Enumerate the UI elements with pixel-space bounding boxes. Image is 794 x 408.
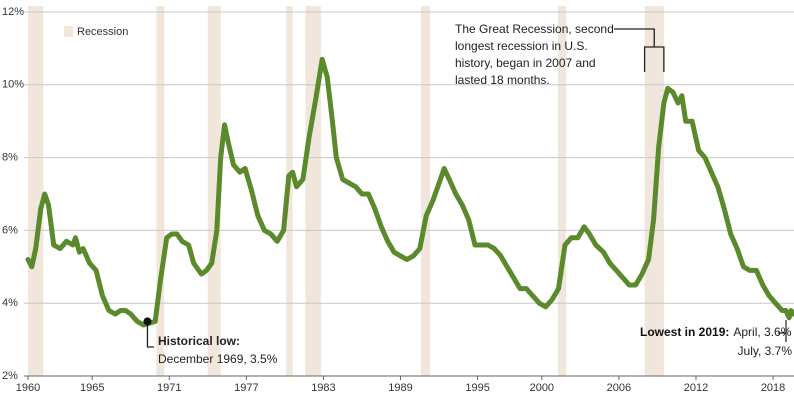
annotation-text: longest recession in U.S. xyxy=(455,39,588,53)
y-tick-label: 10% xyxy=(2,79,24,91)
annotation-text: history, began in 2007 and xyxy=(455,56,596,70)
recession-band xyxy=(27,6,44,376)
legend-label: Recession xyxy=(77,26,128,38)
annotation-bracket xyxy=(614,28,665,72)
recession-band xyxy=(421,6,431,376)
y-tick-label: 6% xyxy=(2,224,18,236)
annotation-text: lasted 18 months. xyxy=(455,73,550,87)
recession-band xyxy=(557,6,567,376)
annotation-bracket xyxy=(778,320,787,342)
x-tick-label: 1965 xyxy=(80,382,104,394)
low-marker xyxy=(143,317,152,326)
annotation-line: Lowest in 2019: April, 3.6% xyxy=(640,325,792,339)
x-tick-label: 1960 xyxy=(16,382,40,394)
x-tick-label: 1995 xyxy=(465,382,489,394)
y-tick-label: 8% xyxy=(2,152,18,164)
x-tick-label: 1983 xyxy=(311,382,335,394)
recession-band xyxy=(156,6,165,376)
annotation-text: December 1969, 3.5% xyxy=(158,352,278,366)
y-tick-label: 12% xyxy=(2,6,24,18)
recession-band xyxy=(305,6,321,376)
x-tick-label: 2000 xyxy=(530,382,554,394)
annotation-title: Historical low: xyxy=(158,334,240,348)
annotation-text: April, 3.6% xyxy=(733,325,791,339)
x-tick-label: 2012 xyxy=(684,382,708,394)
annotation-text: The Great Recession, second xyxy=(455,22,614,36)
y-tick-label: 4% xyxy=(2,297,18,309)
annotation-leader xyxy=(146,321,154,348)
x-tick-label: 1989 xyxy=(388,382,412,394)
recession-band xyxy=(207,6,221,376)
x-tick-label: 1971 xyxy=(157,382,181,394)
y-tick-label: 2% xyxy=(2,370,18,382)
x-tick-label: 1977 xyxy=(234,382,258,394)
annotation-title: Lowest in 2019: xyxy=(640,325,729,339)
legend-swatch xyxy=(64,26,73,37)
annotation-text: July, 3.7% xyxy=(738,344,793,358)
x-tick-label: 2006 xyxy=(607,382,631,394)
x-tick-label: 2018 xyxy=(761,382,785,394)
unemployment-line xyxy=(25,56,794,328)
